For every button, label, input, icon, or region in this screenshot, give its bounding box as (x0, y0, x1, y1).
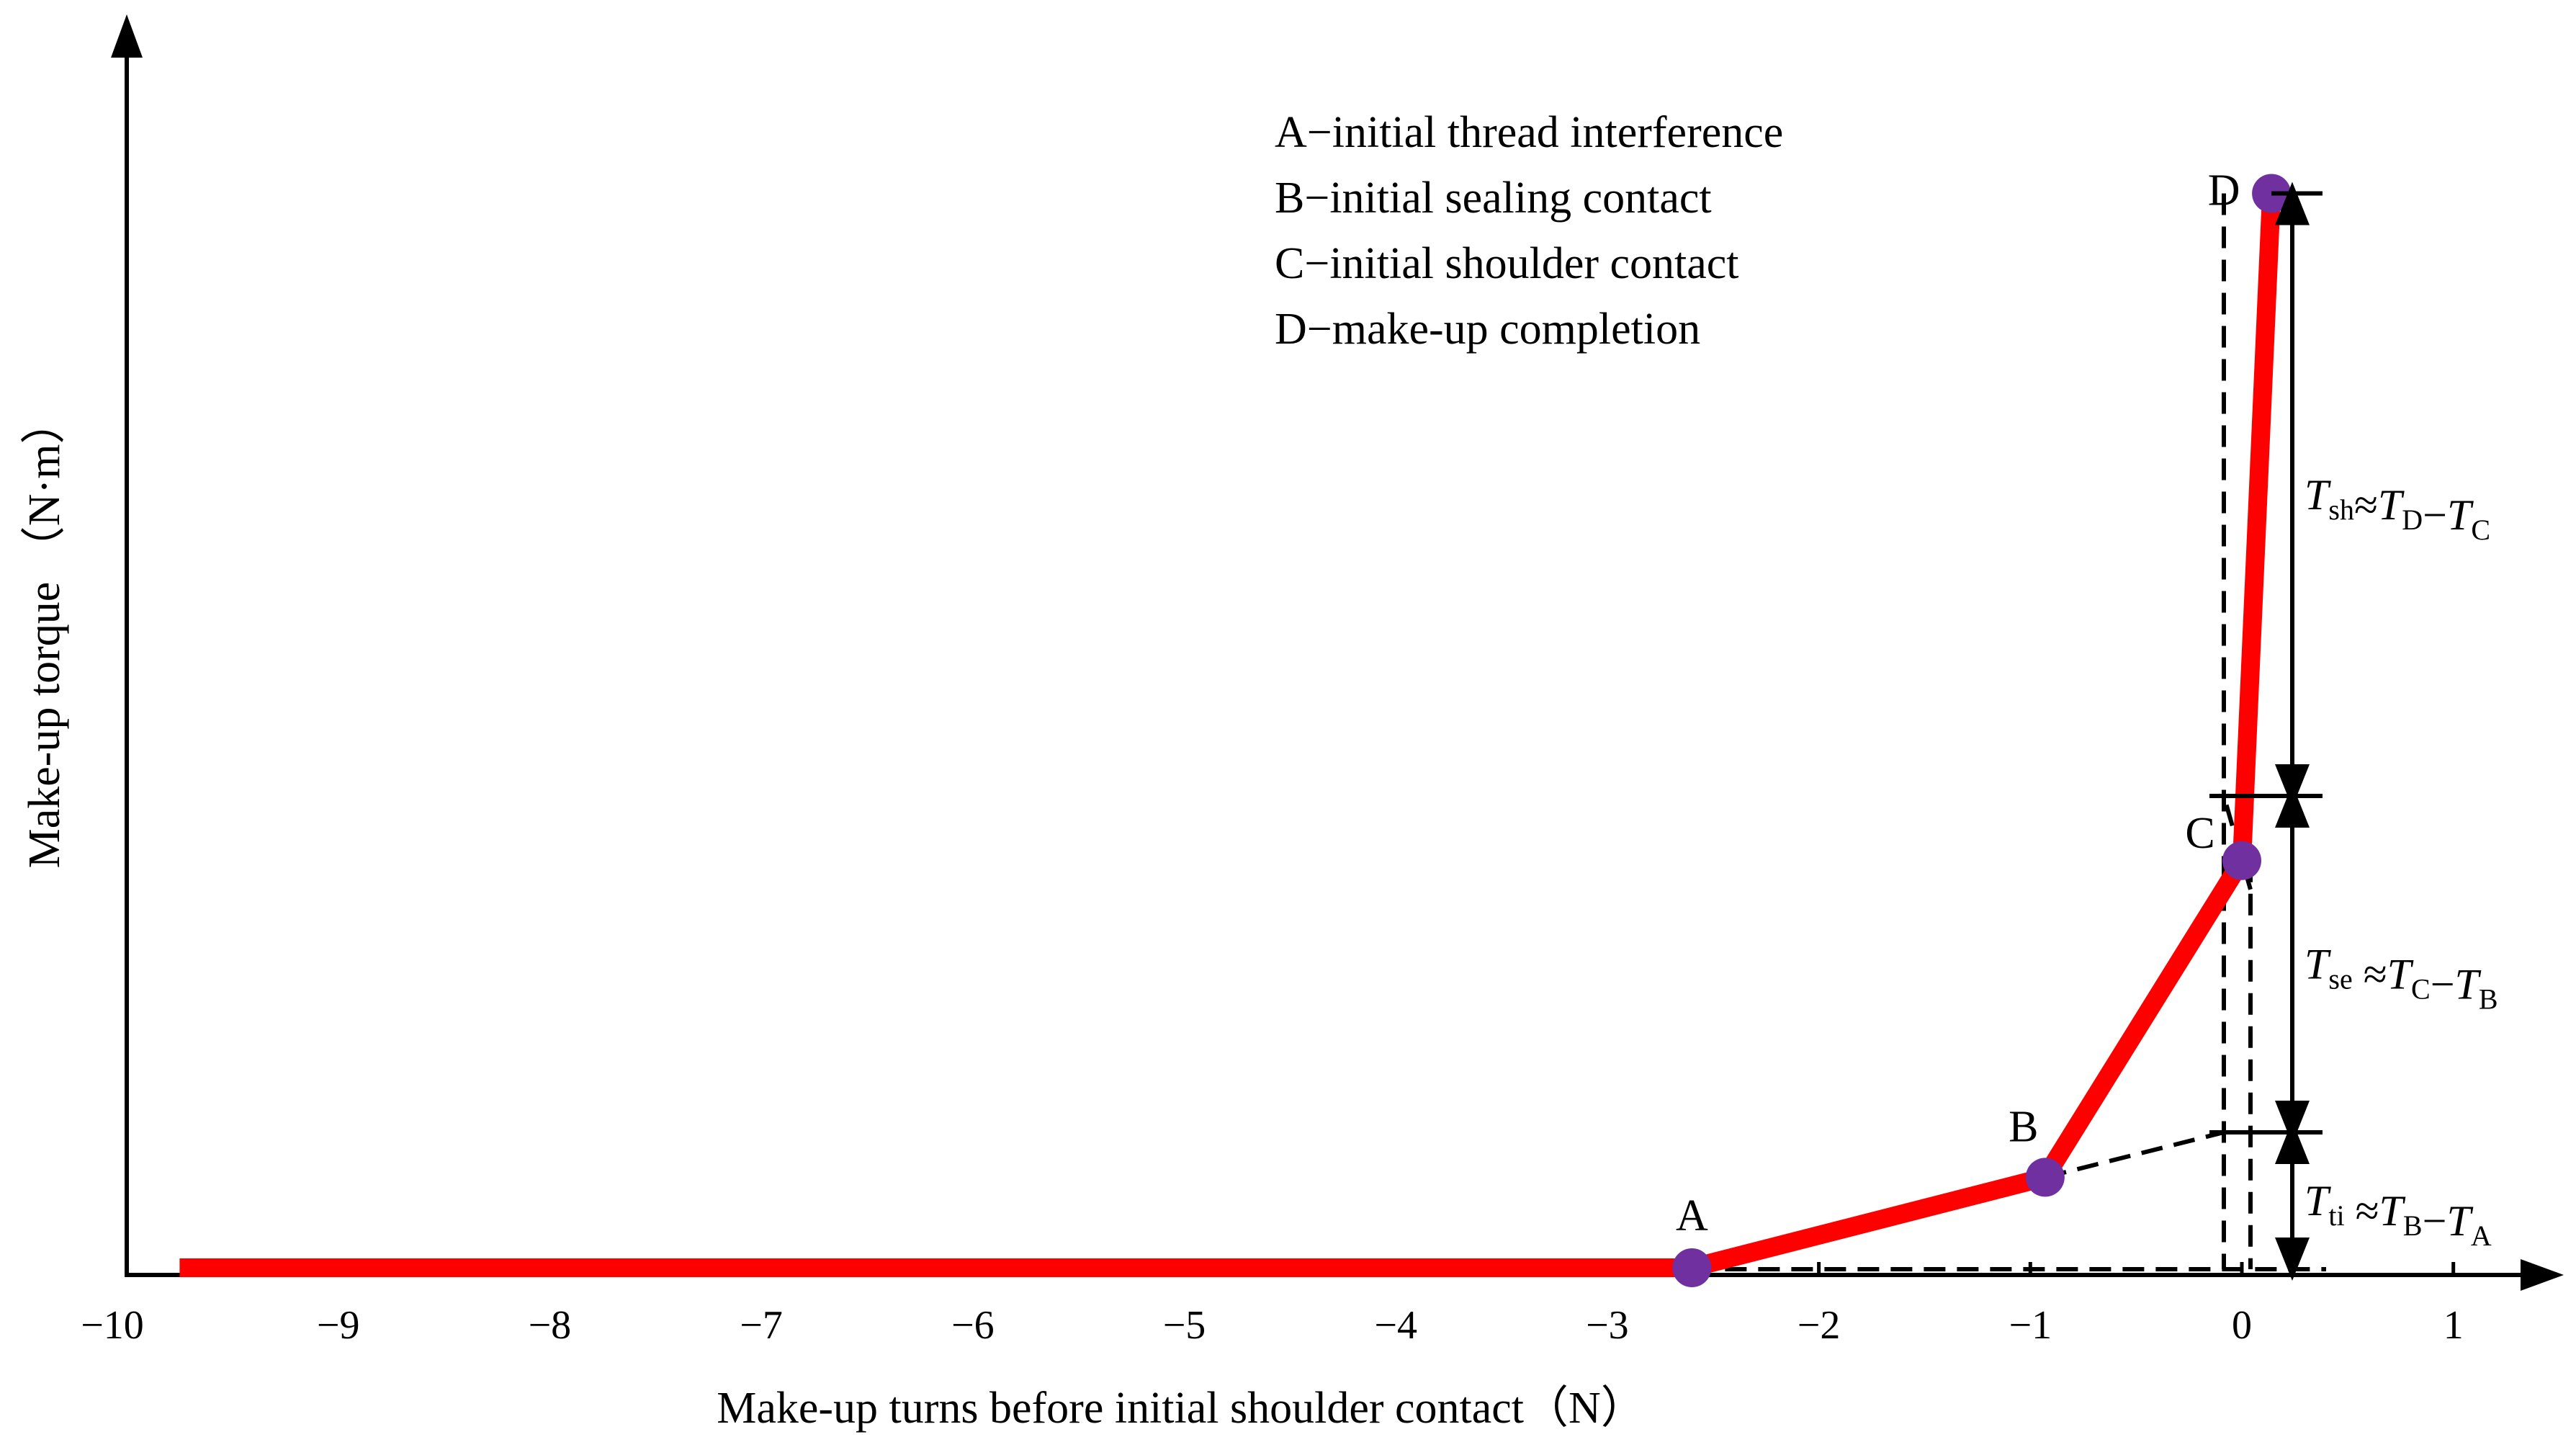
shoulder-torque-label: Tsh≈TD−TC (2305, 471, 2490, 546)
legend-item-b: B−initial sealing contact (1275, 174, 1712, 223)
legend: A−initial thread interference B−initial … (1275, 108, 1783, 354)
thread-interference-torque-label: Tti ≈TB−TA (2305, 1177, 2492, 1252)
point-b (2025, 1158, 2065, 1197)
x-tick-label: −5 (1163, 1303, 1206, 1348)
point-label-b: B (2009, 1102, 2038, 1151)
x-tick-label: −1 (2009, 1303, 2052, 1348)
x-tick-label: −6 (951, 1303, 995, 1348)
y-axis-title: Make-up torque （N·m） (20, 400, 69, 869)
point-label-c: C (2185, 809, 2214, 858)
x-tick-label: 0 (2232, 1303, 2252, 1348)
legend-item-a: A−initial thread interference (1275, 108, 1783, 157)
point-a (1672, 1248, 1712, 1287)
x-tick-label: 1 (2443, 1303, 2464, 1348)
point-c (2222, 841, 2261, 880)
x-tick-label: −10 (81, 1303, 144, 1348)
legend-item-d: D−make-up completion (1275, 305, 1700, 354)
x-ticks: −10 −9 −8 −7 −6 −5 −4 −3 −2 −1 0 1 (81, 1262, 2464, 1348)
torque-curve (179, 192, 2281, 1277)
point-label-a: A (1676, 1191, 1708, 1240)
point-label-d: D (2208, 166, 2240, 215)
torque-ranges: Tsh≈TD−TC Tse ≈TC−TB Tti ≈TB−TA (2209, 182, 2498, 1281)
seal-extension-dashed (2045, 1130, 2225, 1180)
sealing-torque-label: Tse ≈TC−TB (2305, 941, 2498, 1016)
x-axis-arrow-icon (2521, 1259, 2564, 1291)
x-tick-label: −3 (1586, 1303, 1629, 1348)
x-tick-label: −8 (529, 1303, 572, 1348)
x-tick-label: −2 (1798, 1303, 1841, 1348)
x-tick-label: −9 (317, 1303, 360, 1348)
x-axis-title: Make-up turns before initial shoulder co… (717, 1384, 1646, 1433)
legend-item-c: C−initial shoulder contact (1275, 239, 1739, 288)
key-points: A B C D (1672, 166, 2292, 1287)
y-axis-arrow-icon (111, 14, 143, 58)
x-tick-label: −7 (740, 1303, 783, 1348)
construction-lines (1692, 193, 2326, 1271)
x-tick-label: −4 (1374, 1303, 1417, 1348)
